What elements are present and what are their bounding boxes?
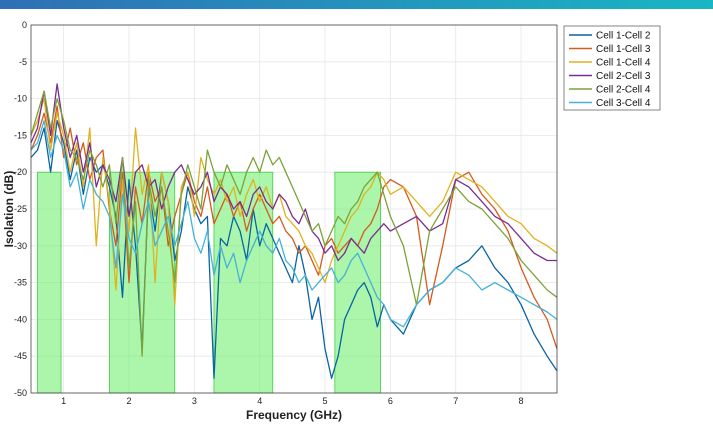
series-line-3: [30, 97, 558, 306]
x-tick-label: 2: [127, 396, 132, 406]
y-tick-label: -15: [14, 130, 27, 140]
x-tick-label: 5: [323, 396, 328, 406]
x-tick-label: 4: [257, 396, 262, 406]
y-tick-label: -10: [14, 94, 27, 104]
frequency-band-1: [37, 171, 62, 394]
y-tick-label: -25: [14, 204, 27, 214]
x-tick-label: 1: [61, 396, 66, 406]
legend-entry: Cell 2-Cell 3: [596, 71, 651, 82]
legend-entry: Cell 1-Cell 4: [596, 58, 651, 69]
y-tick-label: -50: [14, 388, 27, 398]
frequency-band-3: [213, 171, 274, 394]
series-line-6: [30, 120, 558, 328]
x-tick-label: 6: [388, 396, 393, 406]
series-layer: [30, 83, 558, 379]
x-tick-label: 3: [192, 396, 197, 406]
legend-entry: Cell 2-Cell 4: [596, 85, 651, 96]
y-tick-label: -45: [14, 351, 27, 361]
x-tick-label: 8: [519, 396, 524, 406]
legend-entry: Cell 1-Cell 3: [596, 44, 651, 55]
x-axis-label: Frequency (GHz): [246, 408, 342, 422]
y-axis-label: Isolation (dB): [2, 171, 16, 248]
y-tick-label: 0: [22, 20, 27, 30]
frequency-band-4: [334, 171, 381, 394]
series-line-5: [30, 90, 558, 357]
header-gradient-bar: [0, 0, 713, 9]
plot-frame: [30, 24, 558, 394]
legend: Cell 1-Cell 2 Cell 1-Cell 3 Cell 1-Cell 4 C…: [563, 25, 661, 111]
y-tick-label: -30: [14, 241, 27, 251]
y-tick-label: -20: [14, 167, 27, 177]
x-tick-label: 7: [453, 396, 458, 406]
legend-entry: Cell 1-Cell 2: [596, 31, 651, 42]
legend-entry: Cell 3-Cell 4: [596, 98, 651, 109]
tick-layer: 1 2 3 4 5 6 7 8 0 -5 -10 -15 -20 -25 -30 -35 -40 -45 -50: [14, 20, 524, 406]
series-line-4: [30, 83, 557, 262]
y-tick-label: -5: [19, 57, 27, 67]
y-tick-label: -40: [14, 314, 27, 324]
legend-box: [563, 25, 661, 111]
y-tick-label: -35: [14, 278, 27, 288]
